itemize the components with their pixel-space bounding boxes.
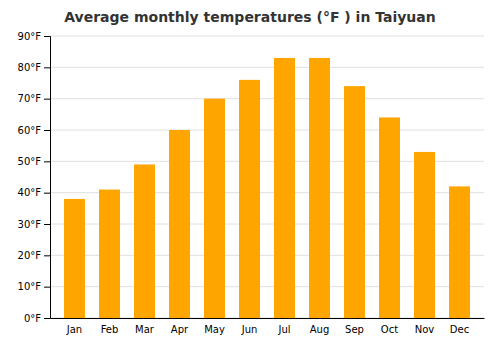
bars xyxy=(64,58,470,318)
x-tick: Sep xyxy=(345,324,364,335)
y-tick-label: 70°F xyxy=(18,93,42,104)
y-tick-label: 80°F xyxy=(18,62,42,73)
bar xyxy=(414,152,435,318)
y-tick-mark xyxy=(44,130,50,131)
bar xyxy=(274,58,295,318)
x-axis: Jan Feb Mar Apr May Jun Jul Aug Sep Oct Nov Dec xyxy=(51,319,485,336)
grid xyxy=(50,36,484,318)
x-tick: Mar xyxy=(135,324,155,335)
x-tick-label: Jun xyxy=(241,324,258,335)
y-tick-mark xyxy=(44,224,50,225)
x-tick-label: Jul xyxy=(277,324,290,335)
y-tick: 90°F xyxy=(18,31,50,42)
grid-line xyxy=(50,67,484,68)
y-tick: 50°F xyxy=(18,156,50,167)
bar xyxy=(204,99,225,318)
x-tick: Oct xyxy=(381,324,398,335)
grid-line xyxy=(50,130,484,131)
y-tick-mark xyxy=(44,318,50,319)
bar xyxy=(169,130,190,318)
y-tick-mark xyxy=(44,36,50,37)
y-tick-label: 20°F xyxy=(18,250,42,261)
y-tick-label: 60°F xyxy=(18,125,42,136)
y-tick-label: 30°F xyxy=(18,219,42,230)
bar xyxy=(239,80,260,318)
y-tick: 80°F xyxy=(18,62,50,73)
y-tick-mark xyxy=(44,287,50,288)
y-tick: 0°F xyxy=(24,313,50,324)
bar xyxy=(379,117,400,318)
y-tick-label: 50°F xyxy=(18,156,42,167)
x-tick: May xyxy=(204,324,225,335)
x-tick: Dec xyxy=(450,324,469,335)
x-tick: Jul xyxy=(277,324,290,335)
y-tick-label: 90°F xyxy=(18,31,42,42)
y-tick-label: 0°F xyxy=(24,313,41,324)
x-tick-label: Dec xyxy=(450,324,469,335)
y-tick: 10°F xyxy=(18,281,50,292)
y-tick-mark xyxy=(44,255,50,256)
x-tick-label: Jan xyxy=(66,324,82,335)
bar xyxy=(99,190,120,318)
y-tick: 60°F xyxy=(18,125,50,136)
plot: Jan Feb Mar Apr May Jun Jul Aug Sep Oct Nov Dec 0°F 1… xyxy=(18,31,485,335)
x-tick: Nov xyxy=(415,324,435,335)
y-tick: 70°F xyxy=(18,93,50,104)
bar xyxy=(309,58,330,318)
bar xyxy=(344,86,365,318)
grid-line xyxy=(50,36,484,37)
x-tick-label: Apr xyxy=(171,324,189,335)
x-tick-label: May xyxy=(204,324,225,335)
y-tick-mark xyxy=(44,161,50,162)
y-tick: 20°F xyxy=(18,250,50,261)
x-tick: Jan xyxy=(66,324,82,335)
y-tick-mark xyxy=(44,67,50,68)
bar xyxy=(64,199,85,318)
title: Average monthly temperatures (°F ) in Ta… xyxy=(64,9,436,25)
y-tick-label: 40°F xyxy=(18,187,42,198)
y-tick: 30°F xyxy=(18,219,50,230)
x-tick-label: Nov xyxy=(415,324,435,335)
x-axis-line xyxy=(51,318,485,319)
x-tick-label: Feb xyxy=(101,324,119,335)
y-tick-mark xyxy=(44,193,50,194)
x-tick: Aug xyxy=(310,324,330,335)
bar xyxy=(134,164,155,318)
bar xyxy=(449,186,470,318)
x-tick-label: Mar xyxy=(135,324,155,335)
y-axis: 0°F 10°F 20°F 30°F 40°F 50°F 60°F 70°F 80°F 90°F xyxy=(18,31,51,324)
y-tick: 40°F xyxy=(18,187,50,198)
x-tick: Feb xyxy=(101,324,119,335)
grid-line xyxy=(50,98,484,99)
x-tick-label: Oct xyxy=(381,324,398,335)
y-axis-line xyxy=(44,37,51,319)
x-tick: Jun xyxy=(241,324,258,335)
x-tick-label: Sep xyxy=(345,324,364,335)
y-tick-mark xyxy=(44,99,50,100)
y-tick-label: 10°F xyxy=(18,281,42,292)
x-tick-label: Aug xyxy=(310,324,330,335)
chart: Jan Feb Mar Apr May Jun Jul Aug Sep Oct Nov Dec 0°F 1… xyxy=(0,0,500,350)
x-tick: Apr xyxy=(171,324,189,335)
